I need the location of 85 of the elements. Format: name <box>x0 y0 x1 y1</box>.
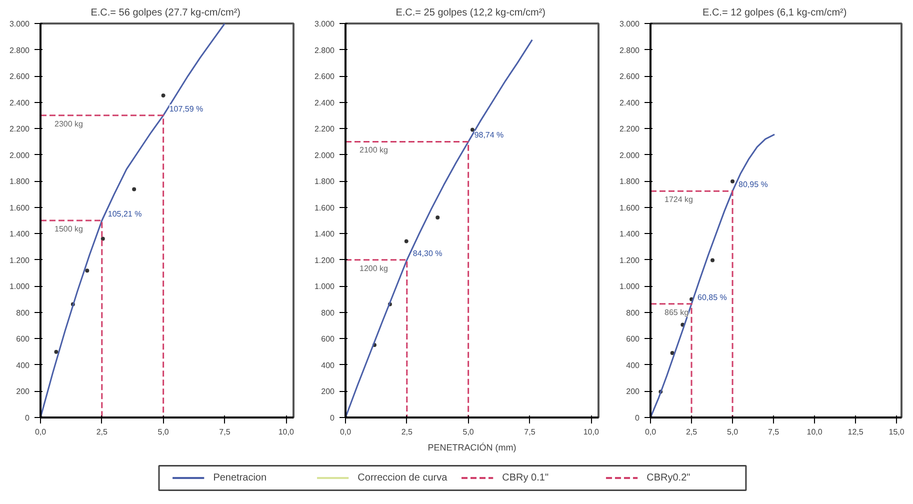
y-tick-label: 1.200 <box>314 256 336 265</box>
y-tick-label: 2.600 <box>9 72 30 82</box>
chart-title: E.C.= 25 golpes (12,2 kg-cm/cm²) <box>396 8 546 18</box>
y-tick-label: 0 <box>635 414 640 422</box>
annotation: 98,74 % <box>474 130 504 140</box>
y-tick-label: 1.400 <box>9 230 30 239</box>
chart-title: E.C.= 56 golpes (27.7 kg-cm/cm²) <box>90 8 241 18</box>
y-tick-label: 200 <box>16 387 30 396</box>
x-tick-label: 2,5 <box>686 428 698 436</box>
annotation: 84,30 % <box>412 248 442 258</box>
y-tick-label: 2.200 <box>314 124 336 134</box>
y-tick-label: 1.800 <box>9 177 30 186</box>
legend-label: CBRy 0.1" <box>502 472 549 484</box>
y-tick-label: 400 <box>16 360 30 370</box>
y-tick-label: 2.000 <box>9 150 30 160</box>
x-tick-label: 10,0 <box>583 428 600 436</box>
x-tick-label: 10,0 <box>278 428 294 436</box>
y-tick-label: 2.400 <box>619 98 640 108</box>
y-tick-label: 2.000 <box>619 150 640 160</box>
y-tick-label: 2.200 <box>619 124 640 134</box>
y-tick-label: 3.000 <box>9 20 30 28</box>
x-tick-label: 7,5 <box>524 428 536 436</box>
y-tick-label: 1.600 <box>9 203 30 212</box>
annotation: 2100 kg <box>360 146 388 155</box>
y-tick-label: 1.400 <box>314 230 336 239</box>
y-tick-label: 2.400 <box>314 98 336 108</box>
y-tick-label: 200 <box>626 387 640 396</box>
x-tick-label: 2,5 <box>401 428 414 436</box>
y-tick-label: 800 <box>321 308 336 318</box>
annotation: 865 kg <box>664 308 689 317</box>
y-tick-label: 600 <box>626 334 640 344</box>
y-tick-label: 1.600 <box>619 203 640 212</box>
x-tick-label: 0,0 <box>340 428 352 436</box>
y-tick-label: 1.600 <box>314 203 336 212</box>
y-tick-label: 3.000 <box>619 20 640 28</box>
x-tick-label: 0,0 <box>34 428 47 436</box>
x-tick-label: 15,0 <box>888 428 905 436</box>
y-tick-label: 3.000 <box>314 20 336 28</box>
chart-title: E.C.= 12 golpes (6,1 kg-cm/cm²) <box>702 8 847 18</box>
y-tick-label: 1.000 <box>619 282 640 292</box>
legend-label: Correccion de curva <box>358 472 448 484</box>
legend-label: CBRy0.2" <box>646 472 691 484</box>
x-tick-label: 5,0 <box>462 428 474 436</box>
x-tick-label: 7,5 <box>219 428 231 436</box>
x-tick-label: 5,0 <box>158 428 170 436</box>
y-tick-label: 1.200 <box>9 256 30 265</box>
y-tick-label: 2.800 <box>9 46 30 55</box>
y-tick-label: 400 <box>321 360 336 370</box>
x-tick-label: 10,0 <box>806 428 823 436</box>
annotation: 107,59 % <box>169 104 204 114</box>
y-tick-label: 2.600 <box>314 72 336 82</box>
annotation: 1200 kg <box>360 264 388 273</box>
x-tick-label: 12,5 <box>848 428 864 436</box>
annotation: 2300 kg <box>54 119 83 128</box>
annotation: 60,85 % <box>698 292 727 302</box>
y-tick-label: 600 <box>321 334 336 344</box>
y-tick-label: 0 <box>330 414 336 422</box>
legend-label: Penetracion <box>213 472 267 484</box>
y-tick-label: 400 <box>626 360 640 370</box>
y-tick-label: 2.400 <box>9 98 30 108</box>
annotation: 80,95 % <box>738 180 768 190</box>
y-tick-label: 1.800 <box>314 177 336 186</box>
y-tick-label: 600 <box>16 334 30 344</box>
y-tick-label: 2.000 <box>314 150 336 160</box>
y-tick-label: 2.200 <box>9 124 30 134</box>
y-tick-label: 2.800 <box>314 46 336 55</box>
y-tick-label: 200 <box>321 387 336 396</box>
y-tick-label: 1.800 <box>619 177 640 186</box>
annotation: 105,21 % <box>108 210 142 218</box>
y-tick-label: 800 <box>626 308 640 318</box>
y-tick-label: 1.400 <box>619 230 640 239</box>
x-tick-label: 7,5 <box>768 428 780 436</box>
annotation: 1500 kg <box>54 224 83 234</box>
x-tick-label: 2,5 <box>96 428 108 436</box>
y-tick-label: 2.600 <box>619 72 640 82</box>
annotation: 1724 kg <box>664 195 693 204</box>
y-tick-label: 1.000 <box>314 282 336 292</box>
x-tick-label: 5,0 <box>726 428 739 436</box>
y-tick-label: 2.800 <box>619 46 640 55</box>
y-tick-label: 1.000 <box>9 282 30 292</box>
x-axis-title: PENETRACIÓN (mm) <box>428 442 516 452</box>
y-tick-label: 1.200 <box>619 256 640 265</box>
x-tick-label: 0,0 <box>644 428 657 436</box>
y-tick-label: 0 <box>25 414 30 422</box>
y-tick-label: 800 <box>16 308 30 318</box>
